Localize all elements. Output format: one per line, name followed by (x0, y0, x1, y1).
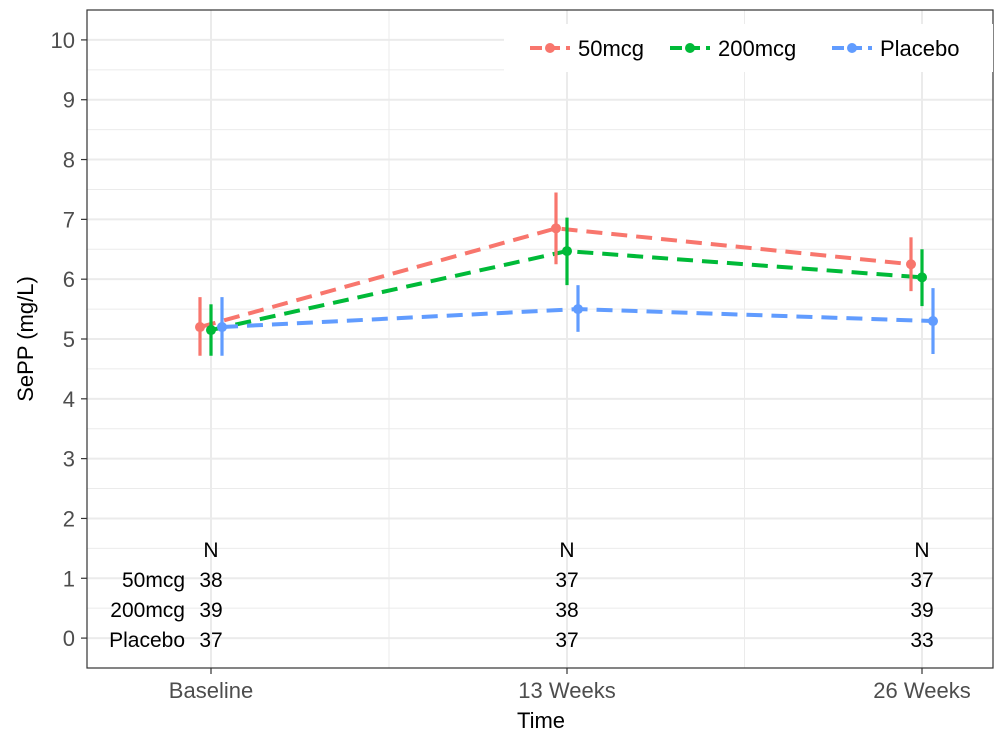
legend: 50mcg 200mcg Placebo (504, 24, 993, 72)
n-count: 33 (910, 629, 933, 652)
x-axis-title: Time (517, 708, 565, 733)
n-count: 37 (555, 569, 578, 592)
y-tick-label: 2 (63, 506, 75, 531)
n-table-header: N (914, 539, 929, 562)
n-table: N N N 50mcg 38 37 37 200mcg 39 38 39 Placebo 37 37 33 (109, 539, 934, 652)
legend-label-placebo: Placebo (880, 36, 960, 61)
n-count: 37 (199, 629, 222, 652)
n-count: 38 (555, 599, 578, 622)
point-200mcg (917, 272, 927, 283)
n-count: 39 (910, 599, 933, 622)
y-axis-title: SePP (mg/L) (13, 276, 38, 402)
point-200mcg (206, 325, 216, 336)
y-tick-label: 5 (63, 327, 75, 352)
n-table-row-label: Placebo (109, 629, 185, 652)
y-tick-label: 1 (63, 566, 75, 591)
y-tick-label: 0 (63, 626, 75, 651)
point-50mcg (551, 223, 561, 234)
point-placebo (217, 322, 227, 333)
series-line-50mcg (199, 226, 912, 329)
y-tick-label: 7 (63, 207, 75, 232)
point-placebo (928, 316, 938, 327)
n-table-row-label: 50mcg (122, 569, 185, 592)
x-tick-label: Baseline (169, 678, 253, 703)
legend-marker-placebo (847, 43, 857, 53)
y-tick-label: 4 (63, 387, 75, 412)
y-tick-label: 8 (63, 148, 75, 173)
point-50mcg (195, 322, 205, 333)
legend-marker-200mcg (685, 43, 695, 53)
x-axis: Baseline 13 Weeks 26 Weeks (169, 668, 971, 703)
x-tick-label: 26 Weeks (873, 678, 970, 703)
y-tick-label: 9 (63, 88, 75, 113)
n-count: 37 (555, 629, 578, 652)
y-tick-label: 3 (63, 447, 75, 472)
legend-label-200mcg: 200mcg (718, 36, 796, 61)
y-tick-label: 6 (63, 267, 75, 292)
point-50mcg (906, 259, 916, 270)
n-count: 39 (199, 599, 222, 622)
legend-marker-50mcg (545, 43, 555, 53)
legend-background (504, 24, 993, 72)
point-200mcg (562, 246, 572, 257)
n-count: 38 (199, 569, 222, 592)
n-count: 37 (910, 569, 933, 592)
y-tick-label: 10 (51, 28, 75, 53)
series-layer (195, 192, 938, 356)
y-axis: 0 1 2 3 4 5 6 7 8 9 10 (51, 28, 87, 651)
legend-label-50mcg: 50mcg (578, 36, 644, 61)
x-tick-label: 13 Weeks (518, 678, 615, 703)
n-table-row-label: 200mcg (110, 599, 185, 622)
n-table-header: N (203, 539, 218, 562)
point-placebo (573, 304, 583, 315)
n-table-header: N (559, 539, 574, 562)
